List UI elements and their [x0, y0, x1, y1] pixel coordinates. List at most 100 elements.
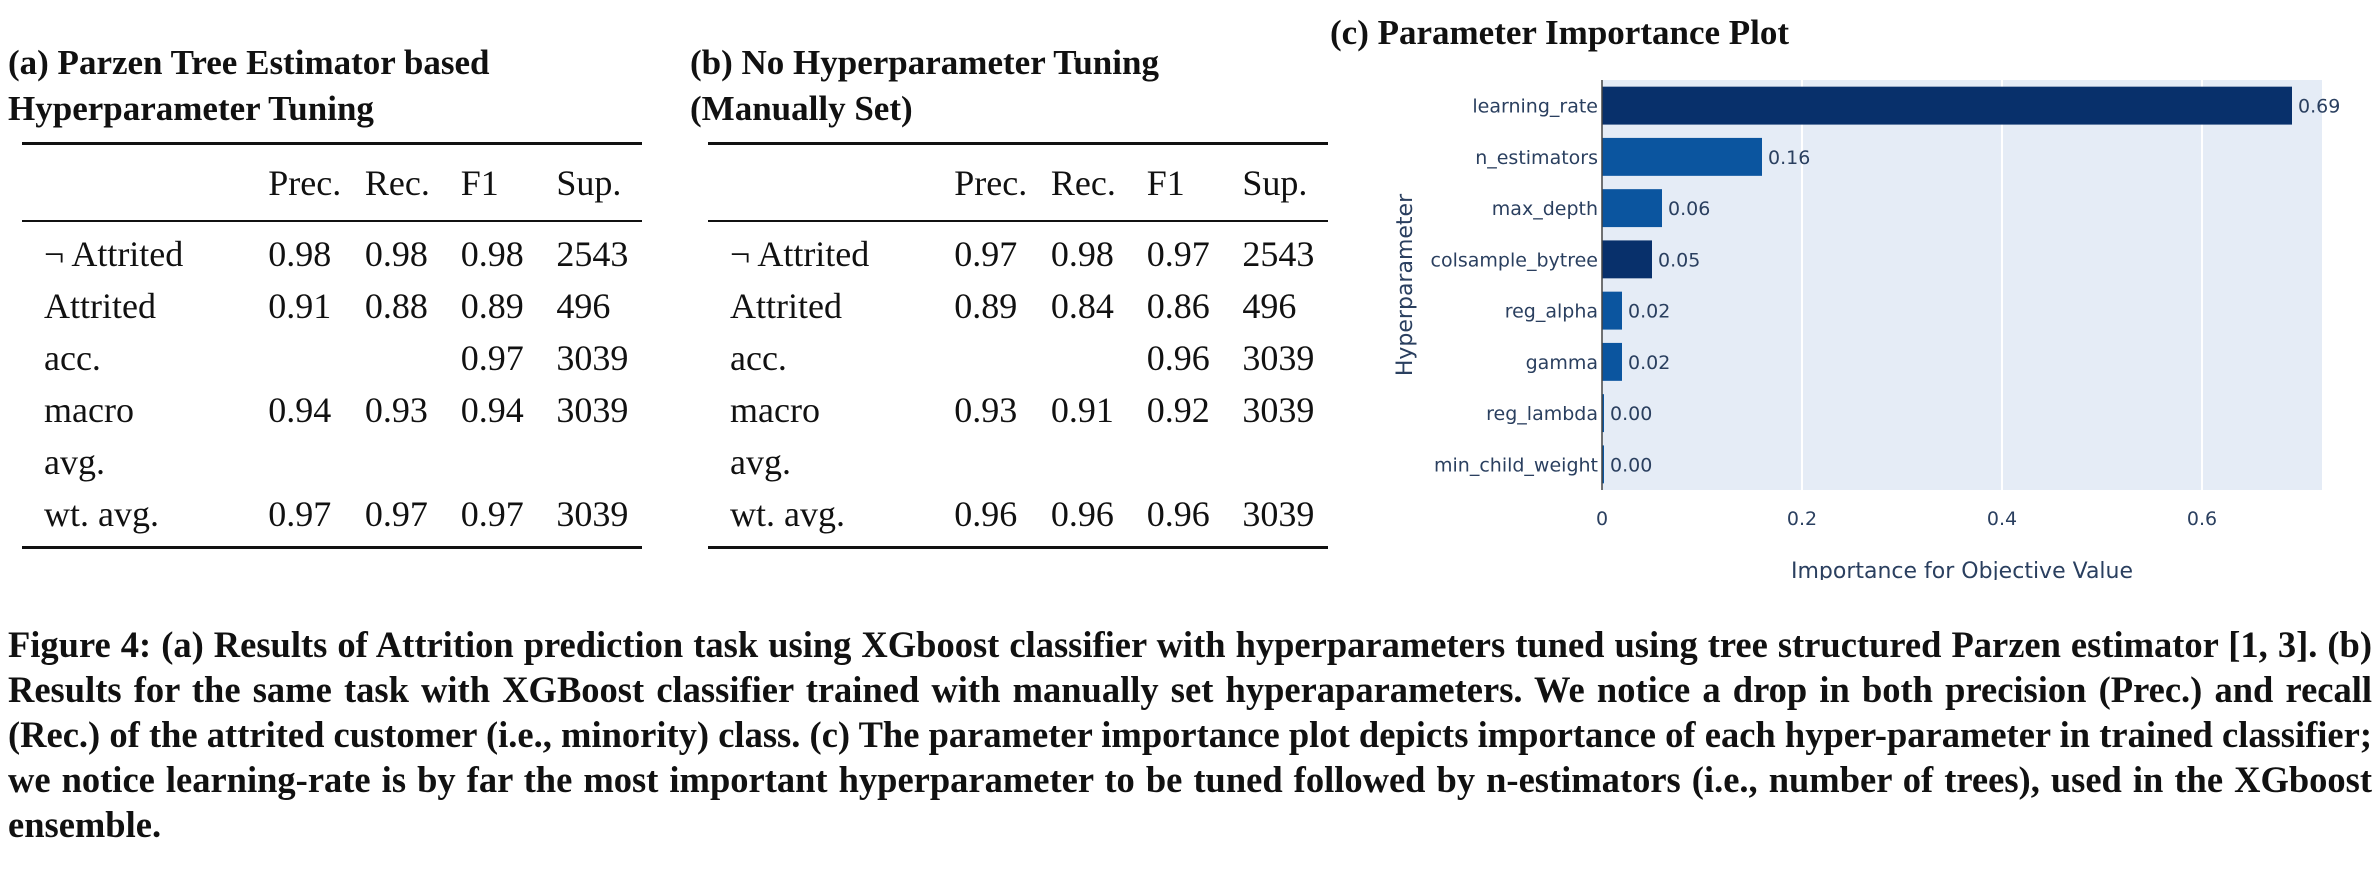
table-cell: 0.96: [954, 494, 1018, 534]
table-cell: 0.97: [268, 494, 332, 534]
table-cell: 496: [1242, 286, 1297, 326]
table-cell: 0.94: [460, 390, 524, 430]
table-cell: [1051, 436, 1147, 488]
bar-reg-alpha: [1602, 291, 1622, 330]
table-cell: 0.93: [954, 390, 1018, 430]
data-label: 0.05: [1658, 249, 1700, 271]
table-row: Attrited 0.91 0.88 0.89 496: [22, 280, 642, 332]
table-row: avg.: [708, 436, 1328, 488]
table-cell: [268, 436, 365, 488]
table-cell: 496: [556, 286, 611, 326]
column-header: Rec.: [364, 162, 430, 203]
bar-reg-lambda: [1602, 394, 1604, 433]
table-cell: 0.96: [1146, 494, 1210, 534]
row-label: acc.: [730, 338, 787, 378]
x-tick-label: 0.6: [2187, 508, 2217, 530]
bar-gamma: [1602, 342, 1622, 381]
panel-b-title-line2: (Manually Set): [690, 89, 913, 128]
y-tick-label: reg_lambda: [1486, 403, 1598, 425]
table-cell: [1147, 436, 1243, 488]
table-cell: 2543: [1242, 234, 1315, 274]
x-tick-label: 0: [1596, 508, 1608, 530]
table-cell: [954, 332, 1051, 384]
table-cell: 0.93: [364, 390, 428, 430]
table-row: acc. 0.96 3039: [708, 332, 1328, 384]
table-row: wt. avg. 0.96 0.96 0.96 3039: [708, 488, 1328, 548]
table-row: avg.: [22, 436, 642, 488]
bar-colsample-bytree: [1602, 240, 1652, 279]
x-tick-label: 0.4: [1987, 508, 2017, 530]
bar-min-child-weight: [1602, 445, 1604, 484]
table-cell: 0.89: [954, 286, 1018, 326]
table-cell: [954, 436, 1051, 488]
column-header: Rec.: [1050, 162, 1116, 203]
column-header: Prec.: [954, 162, 1028, 203]
data-label: 0.00: [1610, 403, 1652, 425]
table-cell: 0.91: [268, 286, 332, 326]
table-cell: [365, 436, 461, 488]
table-cell: 0.97: [954, 234, 1018, 274]
y-tick-label: n_estimators: [1475, 147, 1598, 169]
row-label: ¬ Attrited: [44, 234, 184, 274]
data-label: 0.00: [1610, 454, 1652, 476]
row-label: avg.: [730, 442, 791, 482]
y-tick-label: learning_rate: [1472, 96, 1598, 118]
bar-learning-rate: [1602, 86, 2292, 125]
table-cell: 0.96: [1050, 494, 1114, 534]
x-axis-label: Importance for Objective Value: [1791, 559, 2133, 580]
table-cell: 2543: [556, 234, 629, 274]
bar-max-depth: [1602, 189, 1662, 228]
table-cell: 3039: [556, 390, 629, 430]
table-cell: 0.94: [268, 390, 332, 430]
table-row: ¬ Attrited 0.97 0.98 0.97 2543: [708, 221, 1328, 280]
column-header: Sup.: [556, 162, 622, 203]
row-label: macro: [44, 390, 134, 430]
table-row: ¬ Attrited 0.98 0.98 0.98 2543: [22, 221, 642, 280]
panel-a-title-line1: (a) Parzen Tree Estimator based: [8, 43, 490, 82]
header-row: Prec. Rec. F1 Sup.: [708, 143, 1328, 222]
panel-a-results-table: Prec. Rec. F1 Sup. ¬ Attrited 0.98 0.98 0.98 254…: [22, 142, 642, 549]
table-cell: 0.96: [1146, 338, 1210, 378]
table-cell: 0.98: [460, 234, 524, 274]
row-label: acc.: [44, 338, 101, 378]
table-cell: 0.86: [1146, 286, 1210, 326]
column-header: Sup.: [1242, 162, 1308, 203]
data-label: 0.02: [1628, 352, 1670, 374]
table-cell: 0.98: [1050, 234, 1114, 274]
header-row: Prec. Rec. F1 Sup.: [22, 143, 642, 221]
table-cell: 0.98: [268, 234, 332, 274]
y-tick-label: colsample_bytree: [1431, 249, 1598, 271]
y-axis-label: Hyperparameter: [1393, 193, 1418, 376]
table-cell: [1242, 436, 1328, 488]
panel-b-title: (b) No Hyperparameter Tuning (Manually S…: [690, 40, 1159, 132]
row-label: Attrited: [730, 286, 842, 326]
table-cell: 0.84: [1050, 286, 1114, 326]
table-cell: [365, 332, 461, 384]
table-row: macro 0.93 0.91 0.92 3039: [708, 384, 1328, 436]
y-tick-label: min_child_weight: [1434, 454, 1598, 476]
table-cell: 0.97: [364, 494, 428, 534]
y-tick-label: max_depth: [1492, 198, 1598, 220]
x-tick-label: 0.2: [1787, 508, 1817, 530]
data-label: 0.02: [1628, 301, 1670, 323]
panel-a-title: (a) Parzen Tree Estimator based Hyperpar…: [8, 40, 490, 132]
panel-b-title-line1: (b) No Hyperparameter Tuning: [690, 43, 1159, 82]
table-cell: 0.91: [1050, 390, 1114, 430]
table-cell: 3039: [1242, 338, 1315, 378]
column-header: Prec.: [268, 162, 342, 203]
table-cell: 3039: [1242, 494, 1315, 534]
row-label: Attrited: [44, 286, 156, 326]
table-cell: 0.97: [460, 338, 524, 378]
panel-a-title-line2: Hyperparameter Tuning: [8, 89, 374, 128]
table-cell: 0.88: [364, 286, 428, 326]
column-header: [708, 144, 954, 222]
table-cell: [1051, 332, 1147, 384]
table-cell: 0.92: [1146, 390, 1210, 430]
figure-caption: Figure 4: (a) Results of Attrition predi…: [8, 624, 2372, 845]
table-cell: 0.97: [460, 494, 524, 534]
table-cell: 0.98: [364, 234, 428, 274]
column-header: F1: [1146, 162, 1185, 203]
panel-b-results-table: Prec. Rec. F1 Sup. ¬ Attrited 0.97 0.98 0.97 254…: [708, 142, 1328, 549]
table-row: macro 0.94 0.93 0.94 3039: [22, 384, 642, 436]
parameter-importance-chart: 0.69 learning_rate 0.16 n_estimators 0.06 max…: [1393, 80, 2340, 580]
